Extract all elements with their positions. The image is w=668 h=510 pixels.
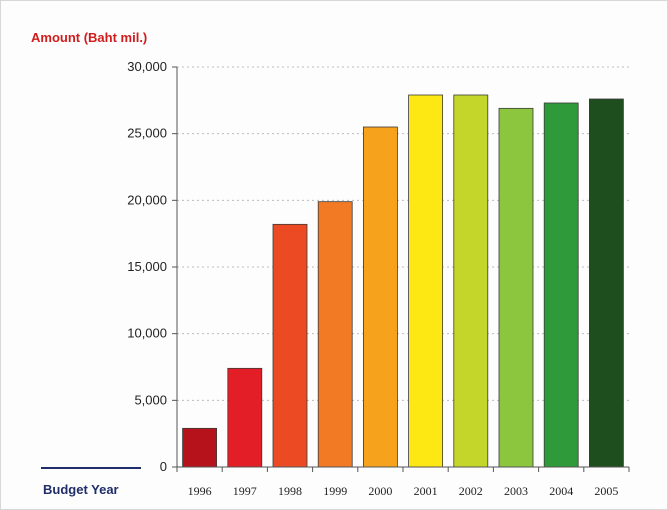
bar-1997 xyxy=(227,367,263,468)
x-tick-label: 2004 xyxy=(549,484,573,498)
y-axis-label: Amount (Baht mil.) xyxy=(31,30,147,45)
x-tick-label: 1996 xyxy=(188,484,212,498)
bar-2002 xyxy=(453,94,489,468)
y-tick-label: 20,000 xyxy=(127,192,167,207)
y-ticks: 0 5,000 10,000 15,000 20,000 25,000 30,000 xyxy=(127,59,177,474)
bar-2001 xyxy=(408,94,444,468)
x-tick-label: 2000 xyxy=(368,484,392,498)
x-tick-label: 1997 xyxy=(233,484,257,498)
bar-2000 xyxy=(362,126,398,468)
bar-1999 xyxy=(317,201,353,468)
x-tick-label: 1998 xyxy=(278,484,302,498)
y-tick-label: 25,000 xyxy=(127,126,167,141)
y-tick-label: 15,000 xyxy=(127,259,167,274)
x-tick-label: 2005 xyxy=(594,484,618,498)
x-axis-label: Budget Year xyxy=(43,482,119,497)
y-tick-label: 10,000 xyxy=(127,326,167,341)
bar-2004 xyxy=(543,102,579,468)
bar-1996 xyxy=(182,427,218,468)
x-tick-label: 2002 xyxy=(459,484,483,498)
y-tick-label: 0 xyxy=(160,459,167,474)
bar-1998 xyxy=(272,223,308,468)
x-ticks: 1996 1997 1998 1999 2000 2001 2002 2003 2004 2005 xyxy=(176,467,630,498)
bar-2005 xyxy=(589,98,624,468)
y-tick-label: 30,000 xyxy=(127,59,167,74)
x-tick-label: 2003 xyxy=(504,484,528,498)
bar-2003 xyxy=(498,107,534,468)
y-tick-label: 5,000 xyxy=(134,392,167,407)
bars xyxy=(182,94,624,468)
x-tick-label: 2001 xyxy=(414,484,438,498)
x-tick-label: 1999 xyxy=(323,484,347,498)
